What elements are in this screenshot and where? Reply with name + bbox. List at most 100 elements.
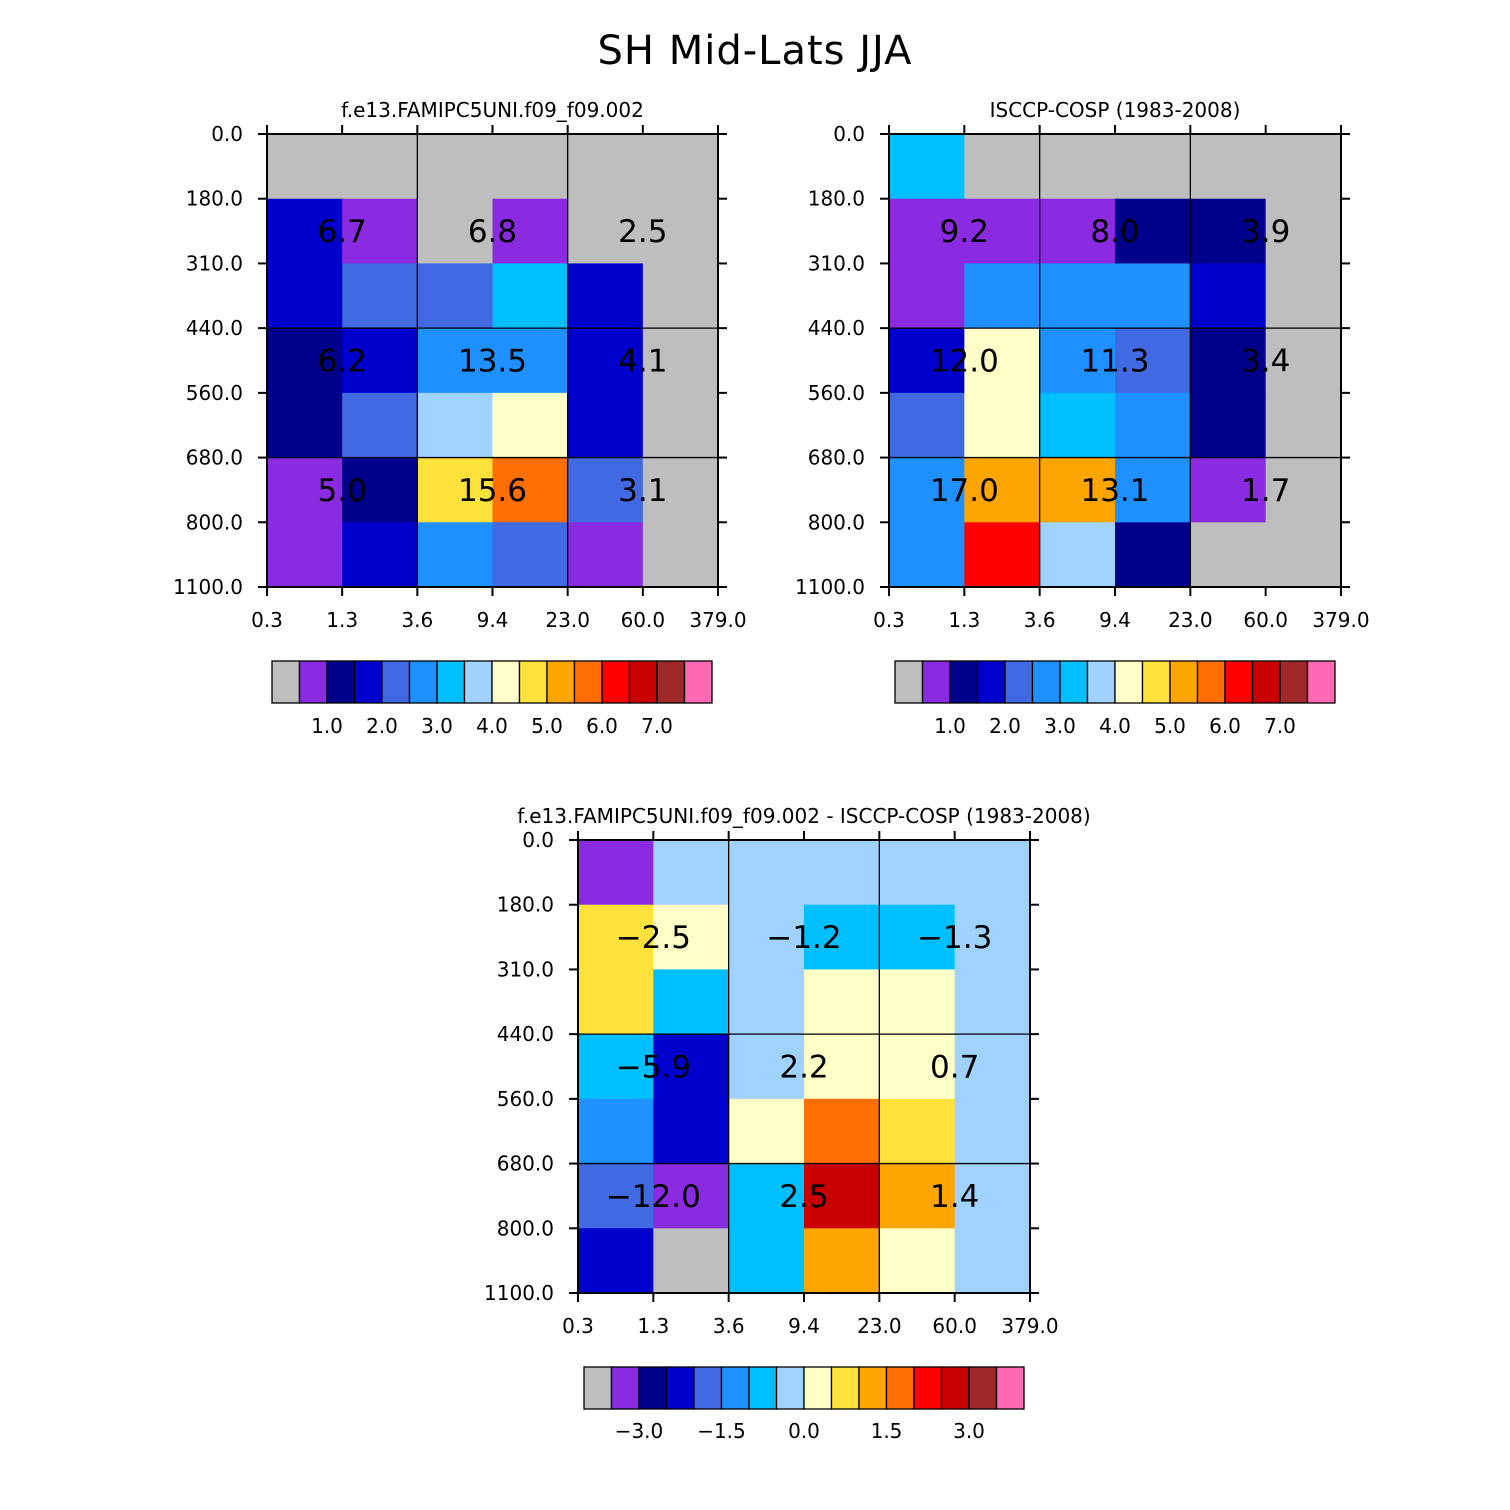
block-value-label: 2.2 bbox=[779, 1050, 828, 1086]
heatmap-cell bbox=[492, 263, 569, 329]
heatmap-cell bbox=[954, 1228, 1031, 1294]
heatmap-cell bbox=[964, 392, 1041, 459]
heatmap-cell bbox=[567, 134, 644, 200]
heatmap-cell bbox=[954, 1098, 1031, 1165]
block-value-label: −2.5 bbox=[616, 920, 691, 956]
heatmap-cell bbox=[1039, 328, 1116, 394]
heatmap-cell bbox=[642, 328, 719, 394]
heatmap-cell bbox=[1265, 198, 1342, 265]
x-tick-label: 0.3 bbox=[562, 1314, 594, 1338]
y-tick-label: 1100.0 bbox=[173, 575, 243, 599]
colorbar-swatch bbox=[1279, 660, 1309, 704]
main-title: SH Mid-Lats JJA bbox=[597, 28, 913, 74]
heatmap-cell bbox=[417, 198, 494, 265]
heatmap-cell bbox=[653, 904, 730, 971]
heatmap-cell bbox=[954, 969, 1031, 1035]
heatmap-cell bbox=[578, 1163, 654, 1229]
colorbar-swatch bbox=[638, 1366, 668, 1410]
colorbar-swatch bbox=[1031, 660, 1061, 704]
colorbar-swatch bbox=[913, 1366, 943, 1410]
colorbar-swatch bbox=[518, 660, 548, 704]
heatmap-cell bbox=[728, 840, 805, 906]
heatmap-cell bbox=[889, 392, 965, 459]
block-value-label: 6.8 bbox=[468, 214, 517, 250]
y-tick-label: 0.0 bbox=[522, 828, 554, 852]
colorbar-swatch bbox=[546, 660, 576, 704]
heatmap-cell bbox=[642, 198, 719, 265]
x-tick-label: 60.0 bbox=[621, 608, 666, 632]
heatmap-cell bbox=[964, 522, 1041, 588]
x-tick-label: 3.6 bbox=[1024, 608, 1056, 632]
colorbar-swatch bbox=[1141, 660, 1171, 704]
heatmap-cell bbox=[889, 198, 965, 265]
heatmap-cell bbox=[954, 904, 1031, 971]
heatmap-cell bbox=[417, 392, 494, 459]
colorbar-swatch bbox=[1306, 660, 1336, 704]
x-tick-label: 1.3 bbox=[637, 1314, 669, 1338]
x-tick-label: 23.0 bbox=[1168, 608, 1213, 632]
colorbar-swatch bbox=[683, 660, 713, 704]
block-value-label: 13.1 bbox=[1080, 473, 1149, 509]
heatmap-cell bbox=[954, 1163, 1031, 1229]
y-tick-label: 0.0 bbox=[211, 122, 243, 146]
colorbar-label: 5.0 bbox=[1154, 714, 1186, 738]
colorbar-swatch bbox=[1004, 660, 1034, 704]
heatmap-cell bbox=[1190, 328, 1267, 394]
block-value-label: 15.6 bbox=[458, 473, 527, 509]
panel-title: f.e13.FAMIPC5UNI.f09_f09.002 - ISCCP-COS… bbox=[517, 804, 1090, 828]
panel-diff: f.e13.FAMIPC5UNI.f09_f09.002 - ISCCP-COS… bbox=[484, 804, 1091, 1443]
heatmap-cell bbox=[728, 904, 805, 971]
y-tick-label: 180.0 bbox=[186, 187, 243, 211]
heatmap-cell bbox=[578, 840, 654, 906]
block-value-label: 1.7 bbox=[1241, 473, 1290, 509]
heatmap-cell bbox=[492, 522, 569, 588]
heatmap-cell bbox=[578, 1098, 654, 1165]
colorbar-swatch bbox=[748, 1366, 778, 1410]
heatmap-cell bbox=[964, 328, 1041, 394]
heatmap-cell bbox=[653, 969, 730, 1035]
panel-title: ISCCP-COSP (1983-2008) bbox=[990, 98, 1241, 122]
colorbar-swatch bbox=[491, 660, 521, 704]
colorbar-label: 1.0 bbox=[934, 714, 966, 738]
heatmap-cell bbox=[267, 263, 343, 329]
heatmap-cell bbox=[804, 840, 880, 906]
heatmap-cell bbox=[889, 263, 965, 329]
x-tick-label: 3.6 bbox=[713, 1314, 745, 1338]
colorbar-swatch bbox=[583, 1366, 613, 1410]
heatmap-cell bbox=[578, 904, 654, 971]
colorbar-label: 5.0 bbox=[531, 714, 563, 738]
heatmap-cell bbox=[642, 457, 719, 523]
heatmap-cell bbox=[889, 522, 965, 588]
y-tick-label: 1100.0 bbox=[795, 575, 865, 599]
heatmap-cell bbox=[492, 392, 569, 459]
heatmap-cell bbox=[267, 328, 343, 394]
heatmap-cell bbox=[267, 392, 343, 459]
heatmap-cell bbox=[879, 904, 956, 971]
block-value-label: 5.0 bbox=[318, 473, 367, 509]
colorbar-label: 2.0 bbox=[366, 714, 398, 738]
colorbar-swatch bbox=[271, 660, 301, 704]
heatmap-cell bbox=[728, 1034, 805, 1100]
colorbar-swatch bbox=[921, 660, 951, 704]
y-tick-label: 680.0 bbox=[808, 446, 865, 470]
y-tick-label: 800.0 bbox=[497, 1216, 554, 1240]
colorbar-swatch bbox=[1086, 660, 1116, 704]
y-tick-label: 800.0 bbox=[186, 510, 243, 534]
x-tick-label: 0.3 bbox=[251, 608, 283, 632]
heatmap-cell bbox=[567, 522, 644, 588]
x-tick-label: 23.0 bbox=[857, 1314, 902, 1338]
heatmap-cell bbox=[417, 522, 494, 588]
colorbar-label: 2.0 bbox=[989, 714, 1021, 738]
block-value-label: 1.4 bbox=[930, 1179, 979, 1215]
y-tick-label: 560.0 bbox=[497, 1087, 554, 1111]
colorbar-swatch bbox=[830, 1366, 860, 1410]
heatmap-cell bbox=[417, 263, 494, 329]
panel-obs: ISCCP-COSP (1983-2008) 9.2 8.0 3.9 12.0 11.3 3… bbox=[795, 98, 1370, 738]
colorbar-label: 3.0 bbox=[421, 714, 453, 738]
heatmap-cell bbox=[642, 522, 719, 588]
heatmap-cell bbox=[492, 328, 569, 394]
colorbar-swatch bbox=[1169, 660, 1199, 704]
block-value-label: 2.5 bbox=[618, 214, 667, 250]
heatmap-cell bbox=[642, 134, 719, 200]
